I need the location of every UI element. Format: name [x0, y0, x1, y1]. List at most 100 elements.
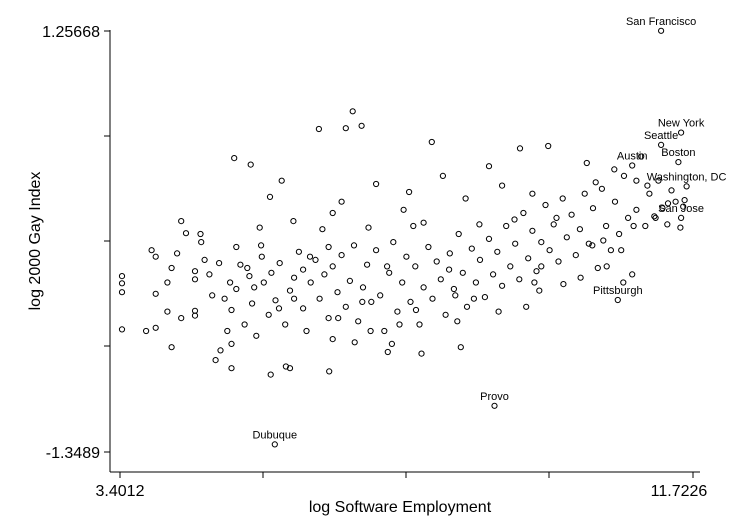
data-point — [668, 187, 675, 194]
data-point — [576, 226, 584, 233]
data-point — [249, 300, 256, 307]
data-point — [400, 206, 407, 213]
point-annotation: San Jose — [658, 203, 704, 215]
point-annotation: Dubuque — [252, 429, 297, 441]
data-point — [384, 263, 391, 270]
data-point — [191, 276, 199, 283]
data-point — [555, 258, 562, 265]
data-point — [231, 155, 238, 162]
data-point — [338, 252, 345, 259]
data-point — [463, 303, 471, 310]
y-tick-label-bottom: -1.3489 — [46, 445, 100, 462]
data-point — [462, 195, 469, 202]
data-point — [603, 222, 610, 230]
data-point — [658, 27, 665, 34]
data-point — [629, 162, 636, 169]
data-point — [118, 289, 126, 296]
data-point — [377, 292, 384, 299]
data-point — [221, 295, 228, 302]
data-point — [598, 185, 606, 192]
data-point — [512, 240, 519, 247]
data-point — [386, 269, 393, 276]
point-annotation: New York — [658, 118, 705, 130]
data-point — [201, 256, 208, 263]
data-point — [342, 125, 349, 132]
data-points — [118, 27, 690, 448]
data-point — [148, 247, 155, 254]
data-point — [349, 108, 356, 115]
point-annotation: San Francisco — [626, 16, 696, 28]
data-point — [442, 311, 449, 318]
data-point — [618, 247, 625, 254]
data-point — [592, 179, 599, 186]
data-point — [538, 263, 545, 270]
data-point — [520, 209, 527, 217]
data-point — [396, 321, 403, 328]
data-point — [516, 145, 524, 152]
data-point — [346, 277, 353, 284]
data-point — [499, 182, 506, 189]
data-point — [399, 279, 406, 286]
data-point — [182, 230, 190, 237]
data-point — [247, 161, 254, 168]
data-point — [321, 271, 328, 278]
data-point — [412, 306, 420, 314]
data-point — [233, 243, 240, 251]
data-point — [630, 222, 637, 230]
data-point — [319, 226, 326, 233]
data-point — [616, 230, 623, 238]
data-point — [494, 248, 501, 255]
data-point — [272, 297, 279, 304]
data-point — [672, 198, 679, 205]
data-point — [675, 159, 682, 166]
data-point — [553, 214, 560, 221]
data-point — [359, 298, 366, 305]
data-point — [267, 371, 274, 378]
data-point — [407, 298, 414, 305]
data-point — [312, 256, 319, 263]
data-point — [429, 295, 436, 302]
point-annotation: Seattle — [644, 130, 678, 142]
data-point — [233, 285, 240, 293]
data-point — [246, 273, 253, 280]
data-point — [529, 190, 536, 197]
data-point — [439, 172, 446, 179]
y-tick-label-top: 1.25668 — [42, 24, 100, 41]
data-point — [364, 261, 371, 268]
data-point — [680, 203, 687, 210]
data-point — [381, 327, 388, 335]
data-point — [611, 198, 619, 205]
data-point — [642, 222, 649, 230]
data-point — [620, 279, 627, 286]
data-point — [152, 253, 159, 260]
data-point — [358, 122, 365, 129]
data-point — [538, 239, 545, 246]
point-annotation: Washington, DC — [647, 171, 727, 183]
data-point — [481, 294, 488, 301]
point-annotation: Provo — [480, 391, 509, 403]
data-point — [468, 245, 475, 252]
data-point — [228, 306, 235, 314]
data-point — [253, 332, 260, 339]
data-point — [306, 253, 314, 260]
data-point — [329, 336, 336, 343]
data-point — [470, 295, 477, 302]
data-point — [633, 206, 640, 213]
data-point — [603, 263, 610, 270]
data-point — [241, 321, 248, 328]
data-point — [276, 260, 283, 267]
data-point — [644, 182, 651, 189]
data-point — [452, 292, 459, 299]
data-point — [560, 281, 567, 288]
data-point — [338, 198, 345, 205]
data-point — [275, 305, 283, 312]
data-point — [655, 177, 662, 184]
x-tick-label-left: 3.4012 — [96, 483, 145, 500]
data-point — [572, 252, 579, 259]
y-axis-label: log 2000 Gay Index — [27, 172, 44, 311]
data-point — [216, 260, 223, 267]
point-annotation: Pittsburgh — [593, 285, 643, 297]
data-point — [258, 242, 265, 249]
data-point — [585, 240, 592, 247]
